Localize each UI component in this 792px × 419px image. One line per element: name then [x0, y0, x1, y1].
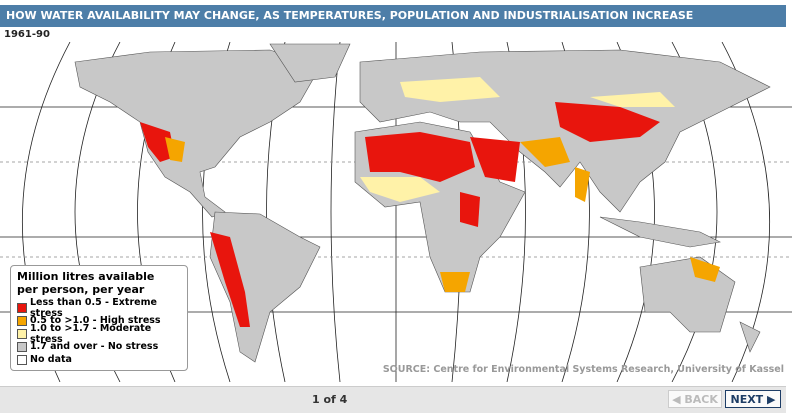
world-map [0, 42, 792, 382]
back-button[interactable]: ◀ BACK [668, 390, 722, 408]
legend-label: 1.7 and over - No stress [30, 341, 159, 352]
title: HOW WATER AVAILABILITY MAY CHANGE, AS TE… [6, 9, 694, 22]
source: SOURCE: Centre for Environmental Systems… [382, 364, 784, 375]
pager-bar: 1 of 4 ◀ BACK NEXT ▶ [0, 386, 786, 413]
legend-label: 0.5 to >1.0 - High stress [30, 315, 161, 326]
legend-label: Less than 0.5 - Extreme stress [30, 296, 157, 319]
title-bar: HOW WATER AVAILABILITY MAY CHANGE, AS TE… [0, 5, 786, 27]
legend-item: No data [17, 353, 181, 366]
legend-swatch [17, 328, 27, 339]
legend-swatch [17, 354, 27, 365]
legend-title: Million litres available per person, per… [17, 270, 155, 296]
legend-swatch [17, 302, 27, 313]
legend-label: No data [30, 354, 72, 365]
legend-item: 1.7 and over - No stress [17, 340, 181, 353]
legend-item: 0.5 to >1.0 - High stress [17, 314, 181, 327]
next-button[interactable]: NEXT ▶ [725, 390, 781, 408]
period: 1961-90 [4, 29, 50, 40]
page-status: 1 of 4 [312, 393, 348, 406]
legend: Million litres available per person, per… [10, 265, 188, 371]
next-label: NEXT [730, 393, 764, 406]
legend-label: 1.0 to >1.7 - Moderate stress [30, 322, 152, 345]
back-label: BACK [684, 393, 718, 406]
legend-item: 1.0 to >1.7 - Moderate stress [17, 323, 181, 345]
legend-items: Less than 0.5 - Extreme stress 0.5 to >1.… [17, 297, 181, 366]
legend-swatch [17, 341, 27, 352]
legend-swatch [17, 315, 27, 326]
legend-item: Less than 0.5 - Extreme stress [17, 297, 181, 319]
